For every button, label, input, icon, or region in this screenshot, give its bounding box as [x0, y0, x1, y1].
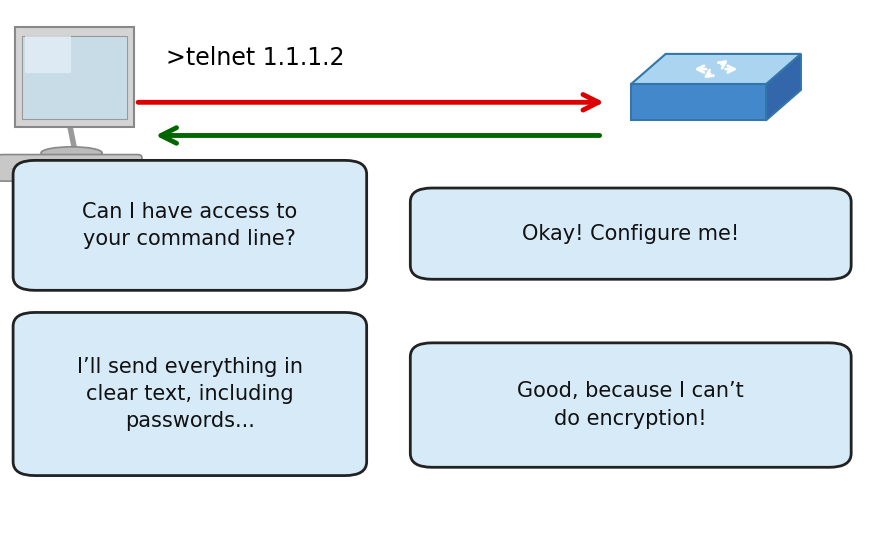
Text: Okay! Configure me!: Okay! Configure me!: [522, 223, 739, 244]
FancyBboxPatch shape: [25, 36, 71, 72]
Text: >telnet 1.1.1.2: >telnet 1.1.1.2: [166, 46, 344, 70]
FancyBboxPatch shape: [631, 85, 766, 121]
FancyBboxPatch shape: [0, 154, 142, 181]
FancyBboxPatch shape: [13, 312, 367, 476]
Polygon shape: [631, 54, 801, 85]
Text: I’ll send everything in
clear text, including
passwords...: I’ll send everything in clear text, incl…: [77, 357, 303, 431]
FancyBboxPatch shape: [13, 160, 367, 290]
Text: Good, because I can’t
do encryption!: Good, because I can’t do encryption!: [518, 382, 744, 429]
Ellipse shape: [41, 147, 102, 159]
FancyBboxPatch shape: [410, 188, 851, 279]
Polygon shape: [766, 54, 801, 121]
FancyBboxPatch shape: [15, 27, 134, 127]
FancyBboxPatch shape: [410, 343, 851, 467]
FancyBboxPatch shape: [22, 35, 127, 119]
Text: Can I have access to
your command line?: Can I have access to your command line?: [82, 202, 298, 249]
